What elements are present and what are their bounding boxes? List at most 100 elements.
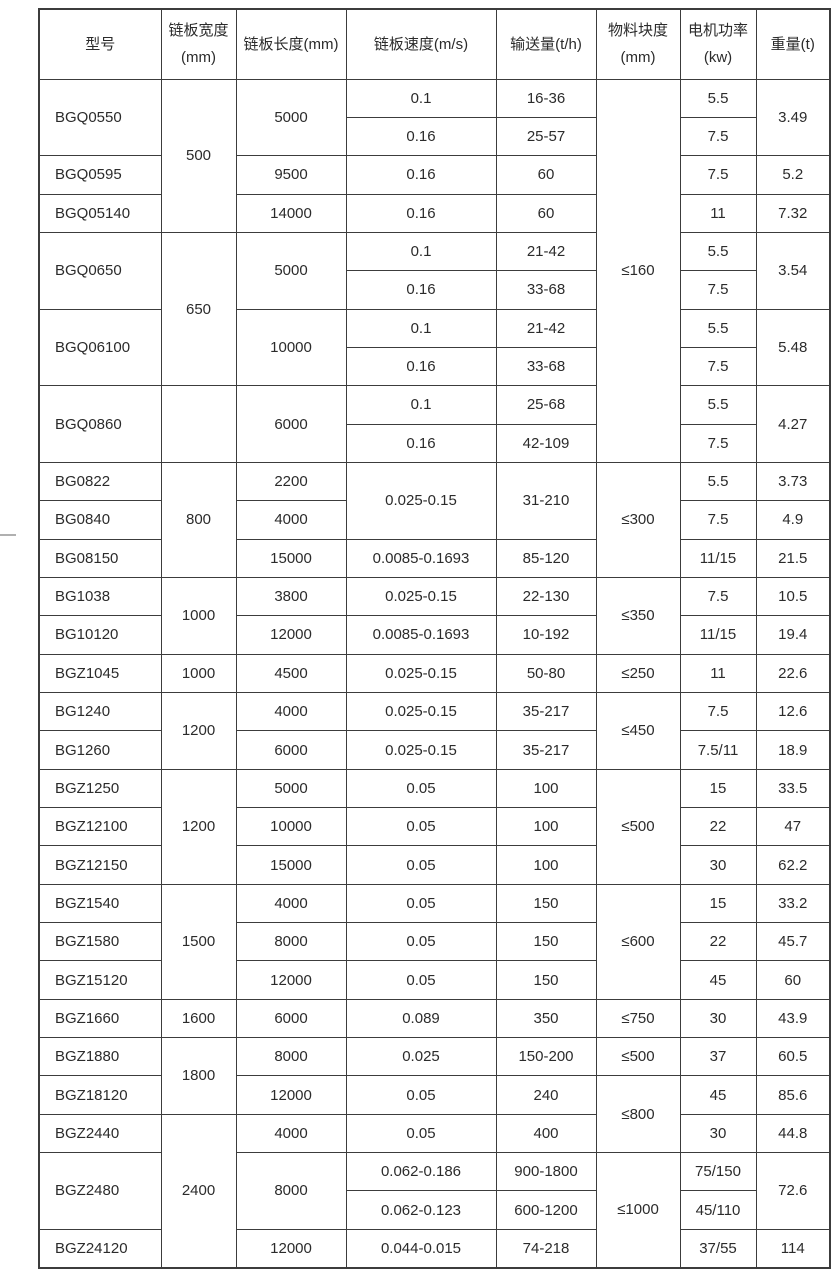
cell-lump-size: ≤750 (595, 998, 681, 1039)
cell-capacity: 150 (495, 922, 597, 962)
cell-width: 800 (160, 461, 237, 578)
cell-capacity: 35-217 (495, 730, 597, 770)
cell-capacity: 100 (495, 768, 597, 809)
cell-model: BGQ0595 (38, 155, 162, 195)
cell-power: 11 (679, 653, 757, 694)
cell-speed: 0.062-0.186 (345, 1152, 497, 1192)
cell-length: 10000 (235, 308, 347, 387)
cell-width: 1200 (160, 692, 237, 770)
table-row: BGZ1660 1600 6000 0.089 350 ≤750 30 43.9 (38, 998, 831, 1039)
cell-speed: 0.16 (345, 116, 497, 157)
cell-power: 7.5 (679, 270, 757, 310)
cell-power: 5.5 (679, 385, 757, 425)
column-header-capacity: 输送量(t/h) (495, 8, 597, 80)
cell-power: 30 (679, 845, 757, 885)
cell-weight: 12.6 (755, 691, 831, 732)
table-row: BG10120 12000 0.0085-0.1693 10-192 11/15 19.4 (38, 615, 831, 655)
cell-speed: 0.05 (345, 1075, 497, 1115)
cell-weight: 44.8 (755, 1113, 831, 1154)
cell-weight: 19.4 (755, 615, 831, 655)
table-row: BGZ2480 8000 0.062-0.186 900-1800 ≤1000 75/15… (38, 1152, 831, 1269)
table-row: BGZ15120 12000 0.05 150 45 60 (38, 960, 831, 1000)
cell-capacity: 85-120 (495, 538, 597, 578)
cell-capacity: 25-68 (495, 385, 597, 425)
cell-power: 5.5 (679, 231, 757, 272)
cell-power: 5.5 (679, 78, 757, 118)
cell-model: BGQ0650 (38, 231, 162, 310)
cell-power: 7.5 (679, 155, 757, 195)
cell-power: 5.5 (679, 308, 757, 348)
cell-weight: 7.32 (755, 193, 831, 233)
table-row: BGQ0595 9500 0.16 60 7.5 5.2 (38, 155, 831, 195)
cell-power: 45 (679, 1075, 757, 1115)
table-row: BGZ1250 1200 5000 0.05 100 ≤500 15 33.5 (38, 768, 831, 885)
cell-width: 1000 (160, 653, 237, 694)
cell-weight: 114 (755, 1228, 831, 1269)
cell-width: 2400 (160, 1113, 237, 1269)
cell-speed: 0.05 (345, 807, 497, 847)
cell-power: 45 (679, 960, 757, 1000)
cell-length: 4000 (235, 500, 347, 540)
cell-lump-size: ≤600 (595, 883, 681, 1000)
cell-model: BGZ12100 (38, 807, 162, 847)
table-row: BGZ1880 1800 8000 0.025 150-200 ≤500 37 60.5 (38, 1037, 831, 1115)
cell-capacity: 42-109 (495, 423, 597, 463)
cell-length: 4000 (235, 883, 347, 924)
cell-capacity: 21-42 (495, 308, 597, 348)
cell-power: 7.5 (679, 576, 757, 617)
cell-weight: 62.2 (755, 845, 831, 885)
table-row: BGZ1045 1000 4500 0.025-0.15 50-80 ≤250 11 22.6 (38, 653, 831, 694)
cell-length: 8000 (235, 1152, 347, 1230)
cell-power: 30 (679, 1113, 757, 1154)
cell-model: BG0840 (38, 500, 162, 540)
cell-capacity: 350 (495, 998, 597, 1039)
cell-model: BGZ1250 (38, 768, 162, 809)
cell-length: 15000 (235, 845, 347, 885)
cell-power: 22 (679, 922, 757, 962)
cell-model: BGZ1880 (38, 1037, 162, 1077)
cell-speed: 0.025 (345, 1037, 497, 1077)
cell-speed: 0.05 (345, 922, 497, 962)
table-row: 0.16 42-109 7.5 (39, 423, 830, 463)
cell-capacity: 74-218 (495, 1228, 597, 1269)
cell-model: BG0822 (38, 461, 162, 502)
cell-power: 7.5/11 (679, 730, 757, 770)
table-row: BGQ0550 500 5000 0.1 16-36 ≤160 5.5 3.49 (38, 78, 831, 463)
cell-width: 650 (160, 231, 237, 387)
cell-length: 8000 (235, 922, 347, 962)
cell-power: 7.5 (679, 346, 757, 387)
cell-speed: 0.0085-0.1693 (345, 538, 497, 578)
table-row: BG1240 1200 4000 0.025-0.15 35-217 ≤450 7.5 12.… (38, 691, 831, 770)
cell-length: 14000 (235, 193, 347, 233)
column-header-motor-power: 电机功率 (kw) (679, 8, 757, 80)
cell-power: 15 (679, 883, 757, 924)
cell-speed: 0.05 (345, 883, 497, 924)
cell-speed: 0.16 (345, 155, 497, 195)
cell-model: BG1038 (38, 576, 162, 617)
cell-model: BGZ12150 (38, 845, 162, 885)
cell-model: BGZ1660 (38, 998, 162, 1039)
cell-speed: 0.044-0.015 (345, 1228, 497, 1269)
cell-width: 1200 (160, 768, 237, 885)
cell-capacity: 21-42 (495, 231, 597, 272)
cell-power: 7.5 (679, 691, 757, 732)
cell-capacity: 31-210 (495, 461, 597, 540)
table-row: BG1038 1000 3800 0.025-0.15 22-130 ≤350 7.5 10.… (38, 576, 831, 655)
table-row: BG1260 6000 0.025-0.15 35-217 7.5/11 18.9 (38, 730, 831, 770)
cell-weight: 33.5 (755, 768, 831, 809)
column-header-length: 链板长度(mm) (235, 8, 347, 80)
cell-width: 1600 (160, 998, 237, 1039)
cell-power: 7.5 (679, 116, 757, 157)
cell-length: 8000 (235, 1037, 347, 1077)
cell-speed: 0.1 (345, 231, 497, 272)
cell-length: 6000 (235, 730, 347, 770)
cell-model: BGZ2480 (38, 1152, 162, 1230)
cell-capacity: 10-192 (495, 615, 597, 655)
cell-power: 37 (679, 1037, 757, 1077)
header-row: 型号 链板宽度 (mm) 链板长度(mm) 链板速度(m/s) 输送量(t/h) 物料块度… (38, 8, 831, 80)
cell-speed: 0.025-0.15 (345, 653, 497, 694)
cell-weight: 3.54 (755, 231, 831, 310)
cell-width: 1500 (160, 883, 237, 1000)
cell-weight: 60.5 (755, 1037, 831, 1077)
cell-power: 22 (679, 807, 757, 847)
